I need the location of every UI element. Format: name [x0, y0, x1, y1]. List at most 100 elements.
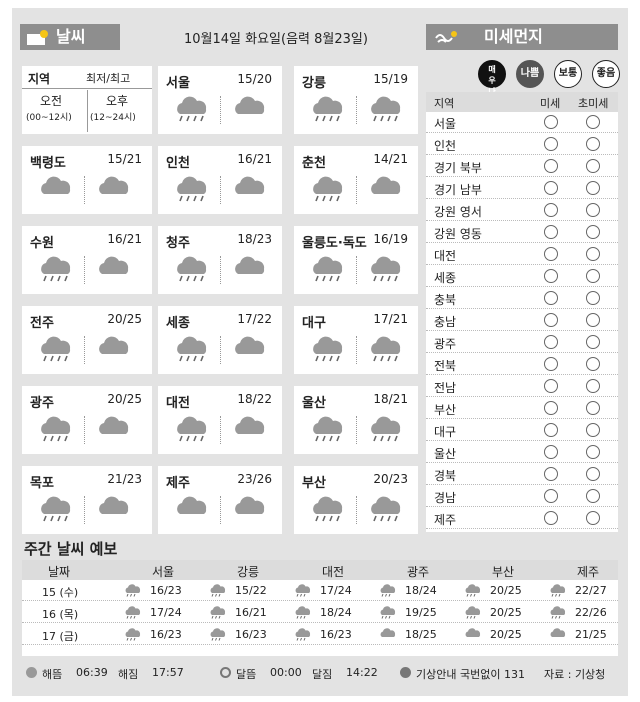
pm25-indicator [586, 445, 600, 459]
moonset-label: 달짐 [312, 668, 333, 681]
pm-weather [94, 414, 134, 446]
rain-icon [177, 256, 207, 282]
city-temp: 21/23 [107, 472, 142, 486]
weekly-temp: 22/26 [575, 606, 607, 619]
city-name: 광주 [30, 396, 54, 411]
dust-badge: 좋음 [592, 60, 620, 88]
city-temp: 20/23 [373, 472, 408, 486]
city-cell: 춘천 14/21 [294, 146, 418, 214]
moonrise-time: 00:00 [270, 666, 302, 679]
dust-header: 미세먼지 [426, 24, 618, 50]
cloud-icon [99, 336, 129, 354]
rain-icon [210, 628, 226, 641]
dust-region: 경기 남부 [434, 183, 482, 197]
pm10-indicator [544, 269, 558, 283]
city-name: 울릉도·독도 [302, 236, 367, 251]
weekly-temp: 18/24 [320, 606, 352, 619]
rain-icon [465, 606, 481, 619]
dust-col-pm10: 미세 [540, 97, 561, 110]
weekly-header: 날짜 서울 강릉 대전 광주 부산 제주 [22, 560, 618, 580]
pm25-indicator [586, 291, 600, 305]
pm10-indicator [544, 225, 558, 239]
pm10-indicator [544, 203, 558, 217]
city-cell: 광주 20/25 [22, 386, 152, 454]
cloud-icon [371, 176, 401, 194]
legend-pm: 오후 [106, 94, 129, 108]
cloud-icon [41, 176, 71, 194]
rain-icon [550, 584, 566, 597]
pm25-indicator [586, 137, 600, 151]
cloud-icon [235, 96, 265, 114]
dust-region: 강원 영서 [434, 205, 482, 219]
dust-row: 충남 [426, 310, 618, 331]
pm25-indicator [586, 225, 600, 239]
city-temp: 20/25 [107, 312, 142, 326]
weekly-date: 15 (수) [42, 586, 79, 599]
dust-row: 경기 남부 [426, 178, 618, 199]
weekly-col-city: 부산 [492, 565, 515, 579]
pm-weather [366, 334, 406, 366]
am-weather [308, 94, 348, 126]
phone-icon [400, 667, 411, 678]
city-name: 울산 [302, 396, 326, 411]
weekly-col-city: 광주 [407, 565, 430, 579]
city-cell: 서울 15/20 [158, 66, 282, 134]
legend-am-hours: (00~12시) [26, 113, 72, 123]
rain-icon [125, 584, 141, 597]
moonset-time: 14:22 [346, 666, 378, 679]
source: 자료 : 기상청 [544, 668, 606, 681]
sunrise-label: 해뜸 [42, 668, 63, 681]
weekly-temp: 16/21 [235, 606, 267, 619]
rain-icon [313, 416, 343, 442]
dust-region: 강원 영동 [434, 227, 482, 241]
city-cell: 청주 18/23 [158, 226, 282, 294]
rain-icon [295, 606, 311, 619]
city-cell: 울릉도·독도 16/19 [294, 226, 418, 294]
rain-icon [177, 416, 207, 442]
rain-icon [295, 584, 311, 597]
cloud-icon [99, 416, 129, 434]
weekly-temp: 20/25 [490, 628, 522, 641]
legend-box: 지역 최저/최고 오전 (00~12시) 오후 (12~24시) [22, 66, 152, 134]
weekly-temp: 22/27 [575, 584, 607, 597]
weekly-row: 16 (목) 17/24 16/21 18/24 19/25 20/25 22/26 [22, 602, 618, 623]
weekly-temp: 17/24 [150, 606, 182, 619]
city-cell: 울산 18/21 [294, 386, 418, 454]
pm-weather [366, 94, 406, 126]
date-label: 10월14일 화요일(음력 8월23일) [184, 32, 368, 47]
am-weather [172, 494, 212, 526]
dust-region: 서울 [434, 117, 457, 131]
pm25-indicator [586, 401, 600, 415]
pm-weather [230, 494, 270, 526]
cloud-icon [99, 176, 129, 194]
rain-icon [313, 496, 343, 522]
city-temp: 18/21 [373, 392, 408, 406]
legend-pm-hours: (12~24시) [90, 113, 136, 123]
city-cell: 대전 18/22 [158, 386, 282, 454]
weekly-temp: 16/23 [150, 628, 182, 641]
pm10-indicator [544, 137, 558, 151]
rain-icon [380, 606, 396, 619]
city-name: 전주 [30, 316, 54, 331]
dust-table-header: 지역 미세 초미세 [426, 92, 618, 112]
rain-icon [177, 336, 207, 362]
rain-icon [41, 336, 71, 362]
dust-col-pm25: 초미세 [578, 97, 609, 110]
rain-icon [371, 336, 401, 362]
pm-weather [366, 254, 406, 286]
dust-badge: 나쁨 [516, 60, 544, 88]
dust-row: 대전 [426, 244, 618, 265]
dust-row: 서울 [426, 112, 618, 133]
weekly-col-city: 대전 [322, 565, 345, 579]
am-weather [308, 174, 348, 206]
moonrise-label: 달뜸 [236, 668, 257, 681]
dust-icon [435, 31, 457, 43]
pm-weather [366, 494, 406, 526]
city-cell: 전주 20/25 [22, 306, 152, 374]
city-cell: 강릉 15/19 [294, 66, 418, 134]
city-cell: 인천 16/21 [158, 146, 282, 214]
city-temp: 18/23 [237, 232, 272, 246]
rain-icon [210, 606, 226, 619]
cloud-icon [380, 628, 396, 637]
